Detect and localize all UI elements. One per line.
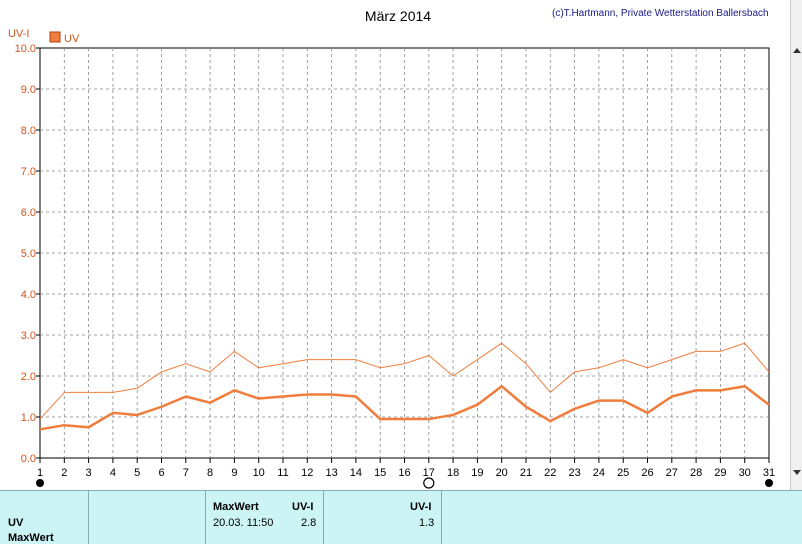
y-tick-label: 9.0 <box>21 84 36 96</box>
row-label-uv: UV <box>8 517 24 529</box>
y-tick-label: 8.0 <box>21 125 36 137</box>
x-tick-label: 15 <box>374 467 386 479</box>
x-tick-label: 21 <box>520 467 532 479</box>
data-table-panel: MaxWert UV-I UV-I UV 20.03. 11:50 2.8 1.… <box>0 490 802 544</box>
x-tick-label: 2 <box>61 467 67 479</box>
x-tick-label: 22 <box>544 467 556 479</box>
x-tick-label: 24 <box>593 467 605 479</box>
y-tick-label: 10.0 <box>15 43 36 55</box>
x-tick-label: 14 <box>350 467 362 479</box>
x-tick-label: 31 <box>763 467 775 479</box>
y-tick-label: 2.0 <box>21 371 36 383</box>
day-marker <box>36 479 44 487</box>
y-tick-label: 0.0 <box>21 453 36 465</box>
x-tick-label: 6 <box>158 467 164 479</box>
x-tick-label: 23 <box>568 467 580 479</box>
y-tick-label: 7.0 <box>21 166 36 178</box>
table-divider <box>441 491 442 544</box>
y-tick-label: 1.0 <box>21 412 36 424</box>
table-divider <box>205 491 206 544</box>
avg-value: 1.3 <box>419 517 435 529</box>
y-axis-label: UV-I <box>8 28 29 40</box>
uv-chart: März 2014 (c)T.Hartmann, Private Wetters… <box>8 8 775 489</box>
x-tick-label: 30 <box>739 467 751 479</box>
day-marker <box>765 479 773 487</box>
y-tick-label: 3.0 <box>21 330 36 342</box>
x-tick-label: 10 <box>253 467 265 479</box>
x-tick-label: 3 <box>86 467 92 479</box>
x-tick-label: 1 <box>37 467 43 479</box>
x-tick-label: 18 <box>447 467 459 479</box>
table-divider <box>88 491 89 544</box>
x-tick-label: 9 <box>231 467 237 479</box>
day-marker <box>423 477 435 489</box>
max-value: 2.8 <box>301 517 317 529</box>
x-tick-label: 8 <box>207 467 213 479</box>
x-tick-label: 29 <box>714 467 726 479</box>
x-tick-label: 20 <box>496 467 508 479</box>
series-line-uv-thin <box>39 342 770 420</box>
x-tick-label: 5 <box>134 467 140 479</box>
vertical-scrollbar[interactable] <box>790 0 802 490</box>
x-tick-label: 27 <box>666 467 678 479</box>
scroll-up-arrow[interactable] <box>793 48 801 53</box>
copyright-text: (c)T.Hartmann, Private Wetterstation Bal… <box>552 8 769 19</box>
x-tick-label: 16 <box>398 467 410 479</box>
y-tick-label: 6.0 <box>21 207 36 219</box>
x-tick-label: 17 <box>423 467 435 479</box>
x-tick-label: 4 <box>110 467 116 479</box>
x-tick-label: 11 <box>277 467 288 479</box>
x-tick-label: 26 <box>641 467 653 479</box>
header-unit-avg: UV-I <box>410 501 432 513</box>
chart-title: März 2014 <box>365 8 431 24</box>
y-tick-label: 5.0 <box>21 248 36 260</box>
legend-swatch <box>49 31 61 43</box>
series-line-uv <box>39 385 770 431</box>
y-tick-label: 4.0 <box>21 289 36 301</box>
x-tick-label: 28 <box>690 467 702 479</box>
legend-label: UV <box>64 33 80 45</box>
x-tick-label: 19 <box>471 467 483 479</box>
x-tick-label: 25 <box>617 467 629 479</box>
header-maxwert: MaxWert <box>213 501 259 513</box>
x-tick-label: 13 <box>325 467 337 479</box>
x-tick-label: 7 <box>183 467 189 479</box>
x-tick-label: 12 <box>301 467 313 479</box>
max-datetime: 20.03. 11:50 <box>213 517 274 529</box>
table-divider <box>323 491 324 544</box>
row-label-maxwert: MaxWert <box>8 532 54 544</box>
scroll-down-arrow[interactable] <box>793 470 801 475</box>
header-unit-max: UV-I <box>292 501 314 513</box>
